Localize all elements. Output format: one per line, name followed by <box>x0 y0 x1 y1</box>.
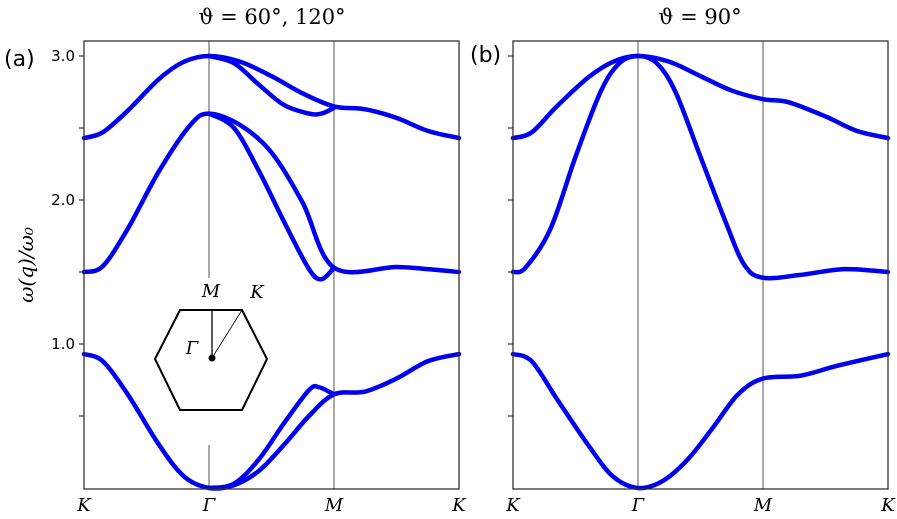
x-tick-label: Γ <box>202 495 217 516</box>
y-tick-label: 3.0 <box>51 47 75 65</box>
panel-a: 3.0 2.0 1.0 K Γ M K <box>51 40 467 516</box>
band-line-1 <box>81 53 462 141</box>
y-axis-label: ω(q)/ω₀ <box>14 227 38 303</box>
y-tick-label: 1.0 <box>51 335 75 353</box>
x-tick-label: K <box>505 495 521 516</box>
panel-b-title: ϑ = 90° <box>658 5 741 29</box>
band-line-2 <box>206 53 337 117</box>
y-tick-label: 2.0 <box>51 191 75 209</box>
inset-label-gamma: Γ <box>185 338 200 359</box>
band-line-5 <box>81 351 462 491</box>
panel-a-title: ϑ = 60°, 120° <box>198 5 345 29</box>
band-line-1 <box>510 53 891 141</box>
panel-a-label: (a) <box>4 47 35 72</box>
x-tick-label: Γ <box>631 495 646 516</box>
inset-label-k: K <box>249 282 265 303</box>
gamma-k-line <box>211 309 243 359</box>
band-line-4 <box>206 111 337 282</box>
band-line-6 <box>206 383 337 491</box>
brillouin-zone-inset: M K Γ <box>150 278 274 418</box>
x-tick-label: K <box>76 495 92 516</box>
axes-frame <box>83 40 460 490</box>
band-line-2 <box>510 53 891 281</box>
x-tick-label: K <box>880 495 896 516</box>
x-tick-label: K <box>451 495 467 516</box>
x-tick-label: M <box>753 495 773 516</box>
inset-label-m: M <box>201 281 221 302</box>
gamma-point <box>208 354 216 362</box>
band-line-3 <box>510 351 891 491</box>
x-tick-label: M <box>324 495 344 516</box>
band-line-3 <box>81 111 462 275</box>
panel-b-label: (b) <box>470 43 501 68</box>
axes-frame <box>512 40 889 490</box>
